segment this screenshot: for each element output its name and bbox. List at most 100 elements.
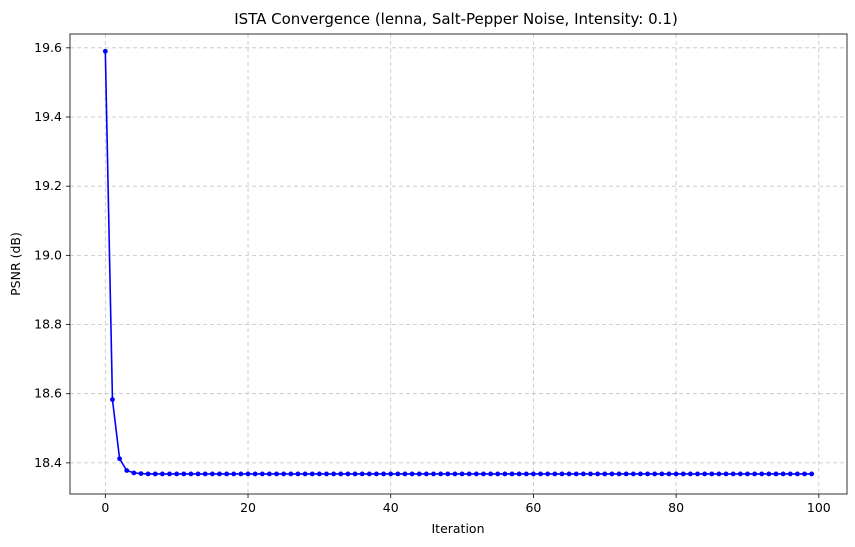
- data-point: [316, 471, 322, 477]
- data-point: [416, 471, 422, 477]
- data-point: [110, 397, 115, 402]
- data-point: [809, 471, 815, 477]
- data-point: [666, 471, 672, 477]
- data-point: [466, 471, 472, 477]
- data-point: [481, 471, 486, 477]
- data-point: [795, 471, 800, 477]
- data-point: [381, 471, 386, 477]
- series-layer: [102, 48, 815, 477]
- data-point: [766, 471, 772, 477]
- data-point: [402, 471, 408, 477]
- data-point: [488, 471, 494, 477]
- data-point: [359, 471, 365, 477]
- data-point: [309, 471, 315, 477]
- y-tick-label: 18.8: [34, 317, 62, 332]
- data-point: [302, 471, 308, 477]
- data-point: [438, 471, 444, 477]
- data-point: [145, 471, 151, 477]
- data-point: [423, 471, 429, 477]
- data-point: [395, 471, 401, 477]
- data-point: [495, 471, 501, 477]
- grid: [70, 34, 847, 494]
- data-point: [737, 471, 743, 477]
- data-point: [552, 471, 558, 477]
- data-point: [473, 471, 479, 477]
- x-tick-label: 40: [383, 500, 399, 515]
- data-point: [680, 471, 686, 477]
- data-point: [802, 471, 807, 477]
- data-point: [238, 471, 244, 477]
- data-point: [459, 471, 465, 477]
- x-tick-label: 0: [101, 500, 109, 515]
- x-tick-label: 100: [807, 500, 831, 515]
- data-point: [338, 471, 344, 477]
- data-point: [245, 471, 251, 477]
- data-point: [730, 471, 736, 477]
- data-point: [209, 471, 215, 477]
- y-tick-label: 18.4: [34, 455, 62, 470]
- data-point: [588, 471, 593, 477]
- data-point: [117, 456, 122, 462]
- data-point: [538, 471, 543, 477]
- data-point: [366, 471, 372, 477]
- plot-frame: [69, 33, 848, 495]
- data-point: [259, 471, 265, 477]
- y-tick-label: 18.6: [34, 386, 62, 401]
- data-point: [152, 471, 158, 477]
- x-tick-label: 80: [668, 500, 684, 515]
- data-point: [780, 471, 786, 477]
- data-point: [687, 471, 693, 477]
- data-point: [559, 471, 565, 477]
- x-tick-label: 20: [240, 500, 256, 515]
- data-point: [452, 471, 458, 477]
- data-point: [195, 471, 201, 477]
- data-point: [623, 471, 629, 477]
- data-point: [445, 471, 451, 477]
- data-point: [595, 471, 601, 477]
- data-point: [252, 471, 258, 477]
- data-point: [673, 471, 679, 477]
- data-point: [630, 471, 636, 477]
- data-point: [409, 471, 415, 477]
- data-point: [324, 471, 329, 477]
- data-point: [160, 471, 165, 477]
- data-point: [602, 471, 608, 477]
- data-point: [217, 471, 222, 477]
- data-point: [174, 471, 180, 477]
- data-point: [566, 471, 572, 477]
- data-point: [545, 471, 551, 477]
- data-point: [580, 471, 586, 477]
- x-axis: 0 20 40 60 80 100: [101, 494, 831, 515]
- data-point: [181, 471, 187, 477]
- data-point: [288, 471, 294, 477]
- data-point: [502, 471, 508, 477]
- data-point: [295, 471, 301, 477]
- data-point: [167, 471, 172, 477]
- data-point: [716, 471, 722, 477]
- data-point: [188, 471, 194, 477]
- data-point: [131, 470, 137, 476]
- y-tick-label: 19.4: [34, 109, 62, 124]
- data-point: [659, 471, 665, 477]
- data-point: [224, 471, 230, 477]
- data-point: [352, 471, 358, 477]
- data-point: [516, 471, 522, 477]
- y-tick-label: 19.2: [34, 178, 62, 193]
- data-point: [267, 471, 272, 477]
- data-point: [759, 471, 765, 477]
- data-point: [331, 471, 337, 477]
- data-point: [573, 471, 579, 477]
- x-axis-label: Iteration: [431, 521, 484, 536]
- data-point: [752, 471, 757, 477]
- data-point: [652, 471, 658, 477]
- data-point: [231, 471, 237, 477]
- data-point: [531, 471, 536, 477]
- data-point: [202, 471, 208, 477]
- data-point: [609, 471, 615, 477]
- data-point: [431, 471, 436, 477]
- data-point: [695, 471, 700, 477]
- data-point: [345, 471, 351, 477]
- data-point: [723, 471, 729, 477]
- data-point: [509, 471, 515, 477]
